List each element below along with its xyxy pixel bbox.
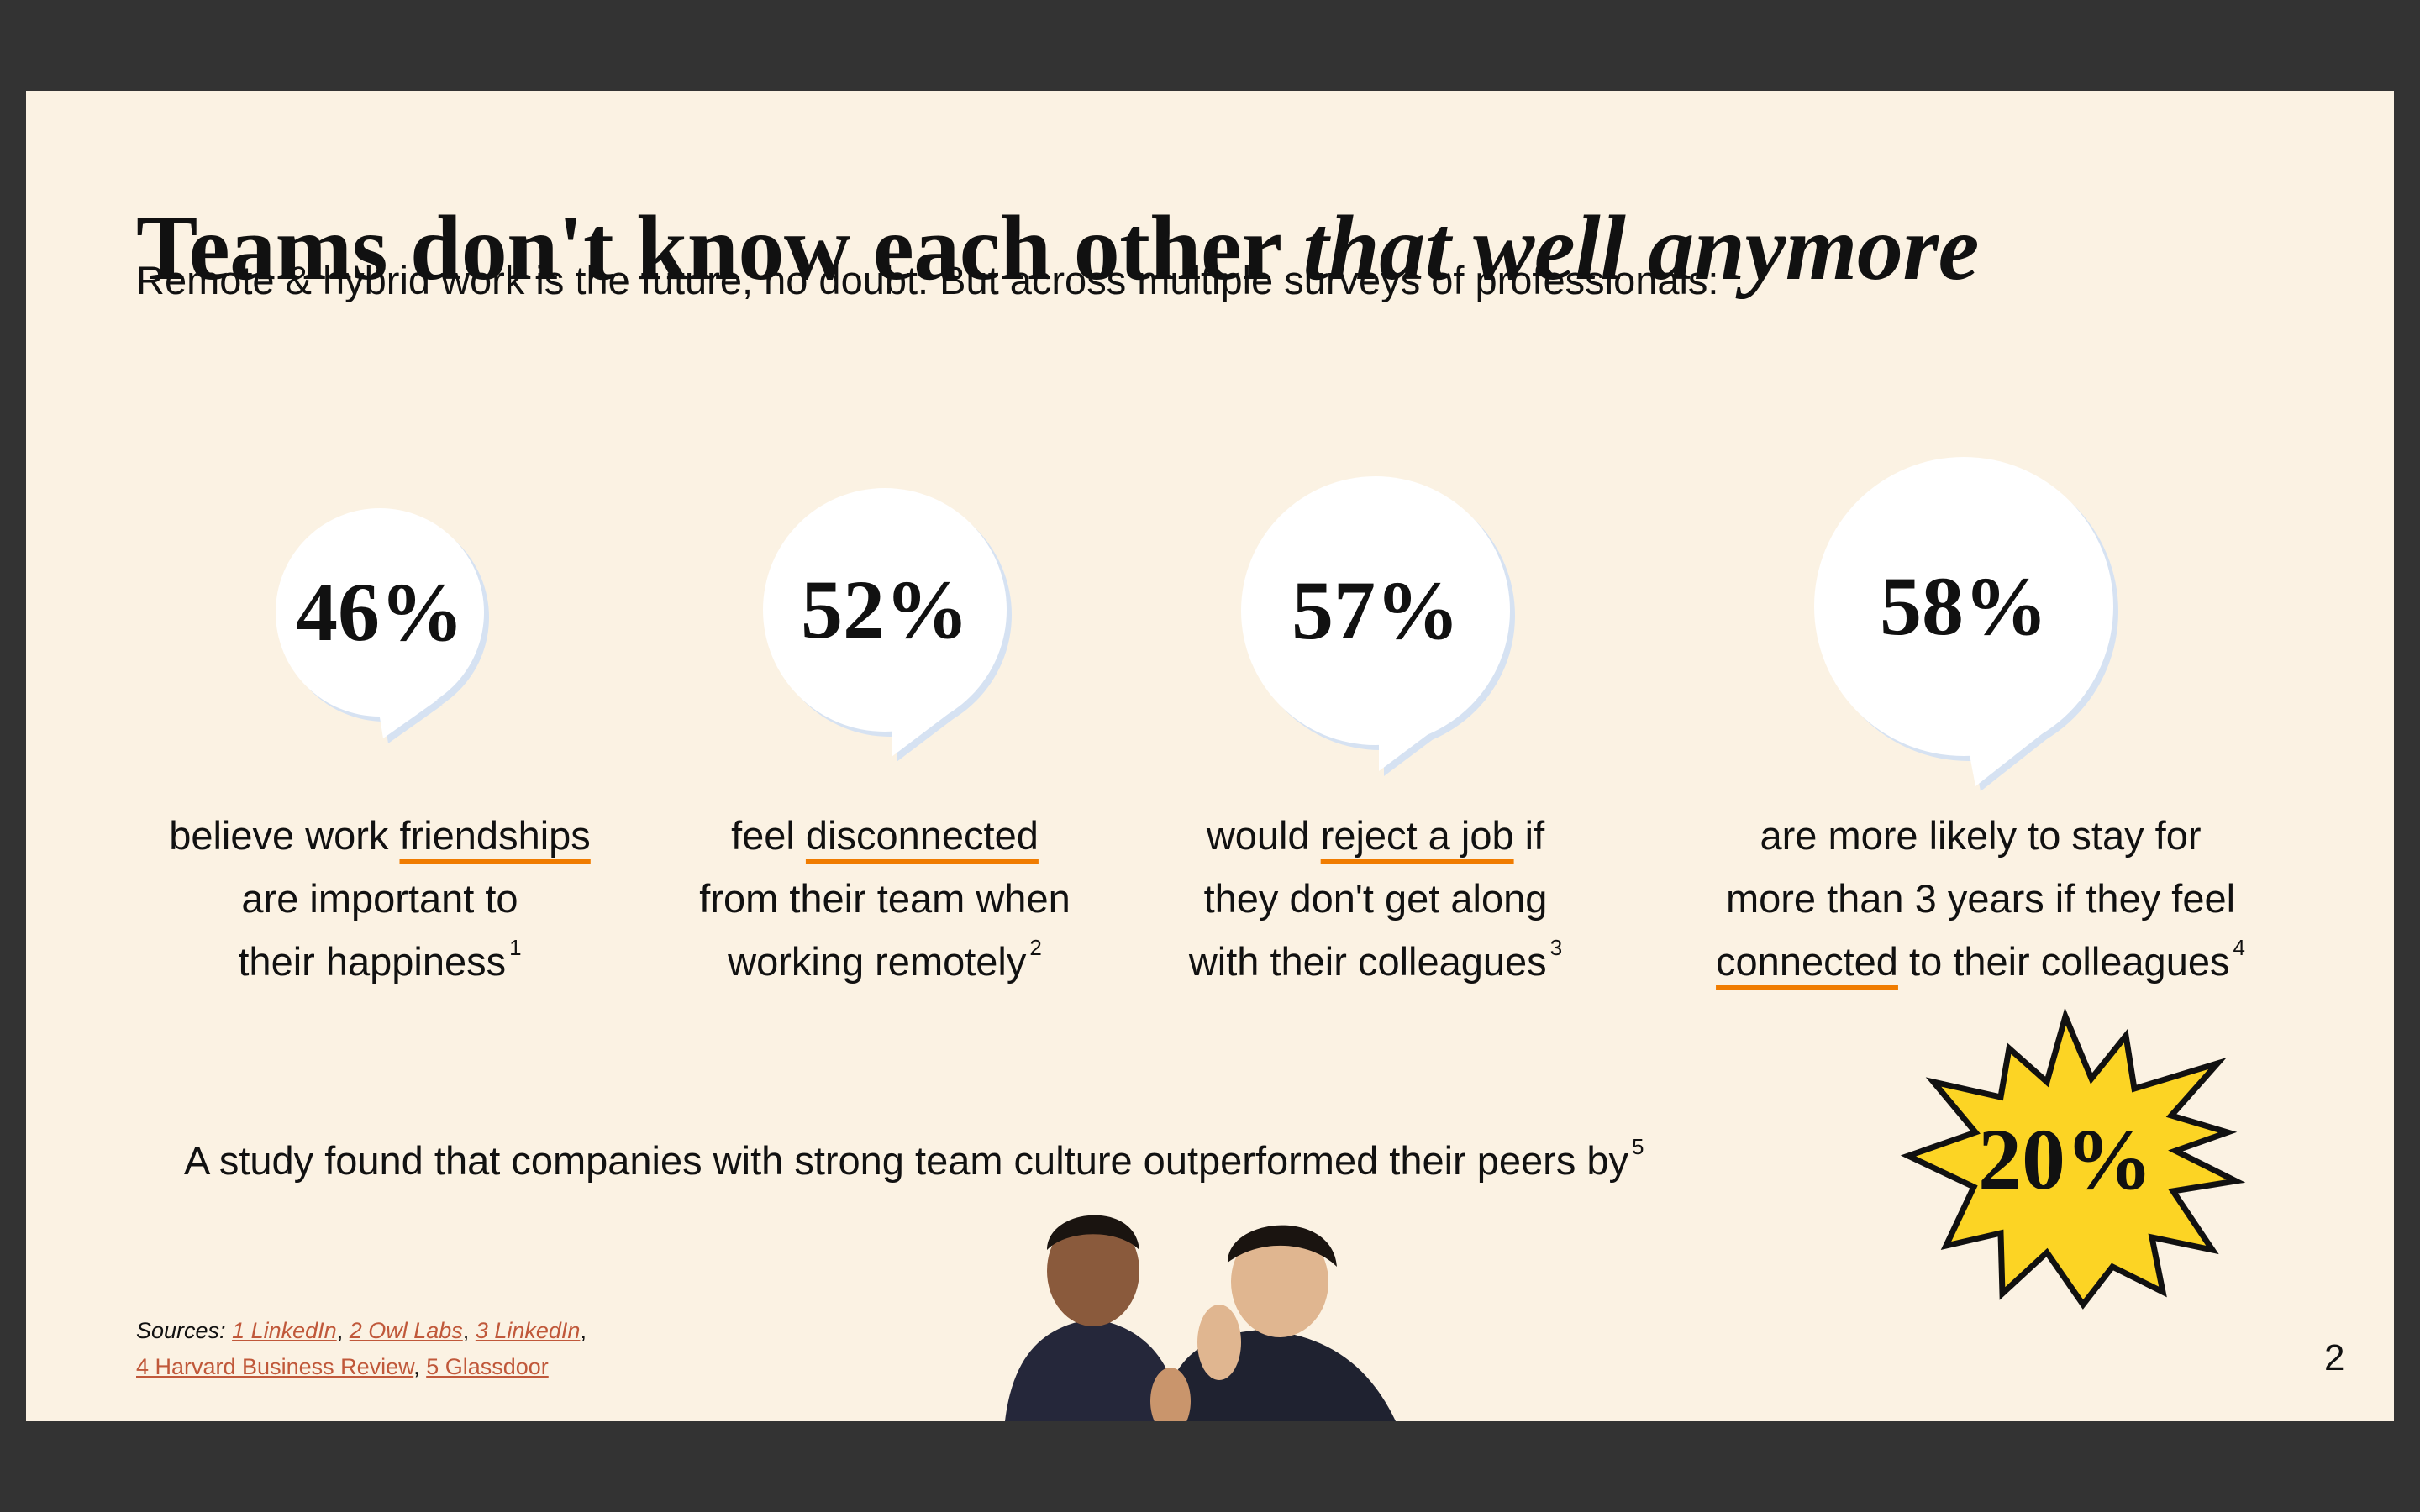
stat-value: 52% — [801, 563, 969, 656]
text: believe work — [169, 813, 400, 858]
slide-art — [276, 457, 2246, 1421]
desc-line: their happiness 1 — [94, 930, 666, 993]
bubble — [1814, 457, 2113, 756]
highlight: connected — [1716, 939, 1898, 984]
speech-bubbles — [276, 457, 2113, 786]
bubble — [763, 488, 1007, 732]
footnote: 2 — [1029, 935, 1042, 960]
text: with their colleagues — [1188, 939, 1547, 984]
bubble-tail — [379, 700, 438, 738]
title-italic: that well anymore — [1302, 197, 1980, 299]
separator: , — [462, 1318, 470, 1343]
text: from their team when — [699, 876, 1071, 921]
person-hair — [1047, 1215, 1139, 1250]
stat-value: 57% — [1292, 564, 1460, 657]
highlight: reject a job — [1320, 813, 1514, 858]
text: would — [1206, 813, 1321, 858]
text: A study found that companies with strong… — [184, 1138, 1629, 1183]
person-head — [1047, 1215, 1139, 1326]
source-link[interactable]: 2 Owl Labs — [349, 1318, 463, 1343]
photo — [1005, 1215, 1396, 1421]
bubble-tail — [892, 712, 950, 757]
stat-description: would reject a job if they don't get alo… — [1090, 804, 1661, 993]
footnote: 1 — [509, 935, 522, 960]
sources: Sources: 1 LinkedIn, 2 Owl Labs, 3 Linke… — [136, 1313, 587, 1385]
sources-label: Sources: — [136, 1318, 226, 1343]
desc-line: working remotely 2 — [599, 930, 1171, 993]
text: their happiness — [238, 939, 507, 984]
subtitle: Remote & hybrid work is the future, no d… — [136, 258, 1719, 302]
footnote: 3 — [1549, 935, 1563, 960]
text: to their colleagues — [1897, 939, 2230, 984]
desc-line: believe work friendships — [94, 804, 666, 867]
person-hair — [1228, 1225, 1337, 1267]
stat-description: feel disconnected from their team when w… — [599, 804, 1171, 993]
person-hand — [1150, 1368, 1191, 1421]
stat-description: are more likely to stay for more than 3 … — [1661, 804, 2300, 993]
separator: , — [580, 1318, 587, 1343]
person-hand — [1197, 1305, 1241, 1380]
burst-value: 20% — [1978, 1111, 2153, 1208]
desc-line: are more likely to stay for — [1661, 804, 2300, 867]
desc-line: from their team when — [599, 867, 1171, 930]
person-body — [1160, 1330, 1396, 1421]
source-link[interactable]: 1 LinkedIn — [232, 1318, 337, 1343]
highlight: friendships — [399, 813, 591, 858]
source-link[interactable]: 5 Glassdoor — [426, 1354, 549, 1379]
source-link[interactable]: 4 Harvard Business Review — [136, 1354, 414, 1379]
desc-line: connected to their colleagues 4 — [1661, 930, 2300, 993]
bubble-tail — [1967, 733, 2043, 786]
text: are important to — [241, 876, 518, 921]
person-body — [1005, 1319, 1181, 1421]
text: if — [1513, 813, 1545, 858]
bubble — [1241, 476, 1510, 745]
page-number: 2 — [2324, 1337, 2345, 1378]
sources-line: 4 Harvard Business Review, 5 Glassdoor — [136, 1349, 587, 1385]
person-head — [1231, 1226, 1328, 1337]
text: feel — [731, 813, 806, 858]
highlight: disconnected — [805, 813, 1039, 858]
text: are more likely to stay for — [1760, 813, 2202, 858]
bubble-tail — [1379, 721, 1446, 771]
text: more than 3 years if they feel — [1725, 876, 2236, 921]
footnote: 4 — [2233, 935, 2245, 960]
desc-line: would reject a job if — [1090, 804, 1661, 867]
bubble — [276, 508, 484, 717]
desc-line: are important to — [94, 867, 666, 930]
stat-description: believe work friendships are important t… — [94, 804, 666, 993]
sources-line: Sources: 1 LinkedIn, 2 Owl Labs, 3 Linke… — [136, 1313, 587, 1349]
study-text: A study found that companies with strong… — [184, 1129, 1644, 1192]
slide: Teams don't know each other that well an… — [26, 91, 2394, 1421]
source-link[interactable]: 3 LinkedIn — [475, 1318, 581, 1343]
footnote: 5 — [1632, 1134, 1644, 1159]
stat-value: 46% — [296, 565, 464, 659]
separator: , — [413, 1354, 420, 1379]
burst — [1900, 1007, 2246, 1310]
desc-line: more than 3 years if they feel — [1661, 867, 2300, 930]
slide-title: Teams don't know each other that well an… — [136, 195, 1979, 302]
desc-line: they don't get along — [1090, 867, 1661, 930]
text: working remotely — [728, 939, 1027, 984]
text: they don't get along — [1203, 876, 1548, 921]
separator: , — [336, 1318, 344, 1343]
title-plain: Teams don't know each other — [136, 197, 1281, 299]
desc-line: feel disconnected — [599, 804, 1171, 867]
desc-line: with their colleagues 3 — [1090, 930, 1661, 993]
stat-value: 58% — [1880, 559, 2048, 653]
